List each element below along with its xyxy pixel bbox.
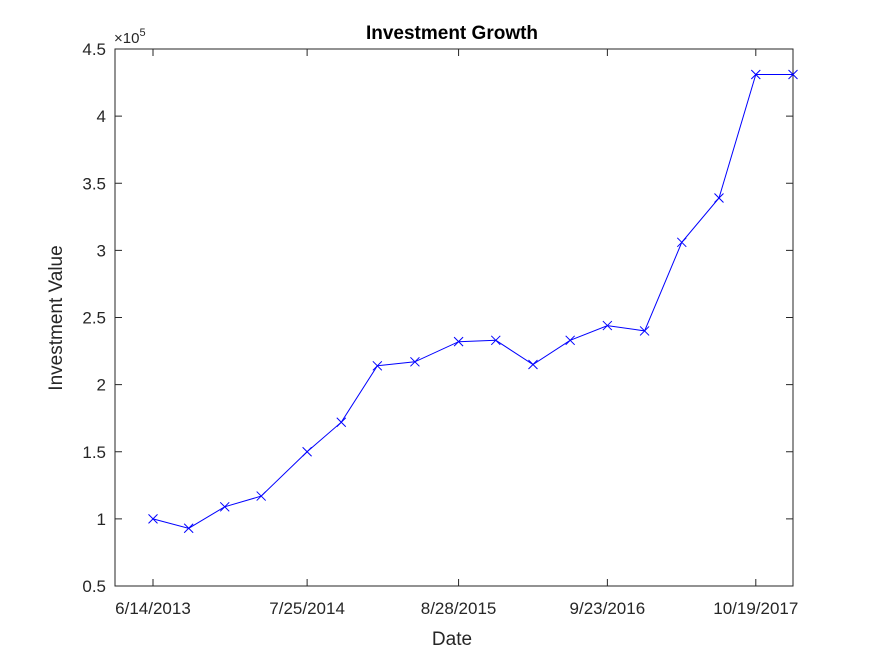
plot-area (114, 48, 794, 587)
y-tick-label: 0.5 (82, 577, 106, 596)
y-tick-label: 3 (97, 241, 106, 260)
x-tick-label: 10/19/2017 (713, 599, 798, 618)
series-line (152, 74, 793, 529)
y-exponent-label: ×105 (114, 27, 146, 47)
x-axis-label: Date (432, 629, 472, 650)
data-point-marker (302, 446, 312, 457)
data-point-marker (788, 69, 798, 80)
y-exponent-power: 5 (139, 27, 145, 39)
y-tick-labels: 0.5 1 1.5 2 2.5 3 3.5 4 4.5 (82, 40, 106, 596)
data-point-marker (528, 359, 538, 370)
data-point-marker (750, 69, 761, 80)
data-point-marker (490, 335, 501, 346)
y-tick-label: 1 (97, 510, 106, 529)
y-tick-label: 4 (97, 107, 106, 126)
chart-title: Investment Growth (366, 23, 538, 44)
y-tick-label: 3.5 (82, 174, 106, 193)
data-point-marker (714, 193, 724, 203)
data-point-marker (565, 335, 576, 346)
series-layer (148, 69, 798, 534)
data-point-marker (602, 320, 613, 331)
data-point-marker (183, 523, 194, 534)
data-point-marker (410, 356, 420, 367)
data-point-marker (639, 326, 650, 336)
x-tick-label: 7/25/2014 (269, 599, 345, 618)
data-point-marker (453, 336, 464, 347)
data-point-marker (256, 491, 267, 501)
data-point-marker (336, 417, 347, 428)
y-tick-label: 1.5 (82, 443, 106, 462)
data-point-marker (676, 237, 687, 248)
data-point-marker (148, 514, 158, 524)
x-tick-label: 9/23/2016 (570, 599, 646, 618)
data-point-marker (219, 501, 230, 512)
y-axis-label: Investment Value (46, 245, 67, 390)
y-tick-label: 2.5 (82, 309, 106, 328)
y-tick-label: 2 (97, 376, 106, 395)
y-tick-label: 4.5 (82, 40, 106, 59)
x-tick-labels: 6/14/2013 7/25/2014 8/28/2015 9/23/2016 10/1… (115, 599, 798, 618)
x-tick-label: 8/28/2015 (421, 599, 497, 618)
data-point-marker (372, 360, 383, 371)
y-exponent-base: ×10 (114, 30, 139, 47)
axis-ticks (115, 48, 793, 587)
x-tick-label: 6/14/2013 (115, 599, 191, 618)
